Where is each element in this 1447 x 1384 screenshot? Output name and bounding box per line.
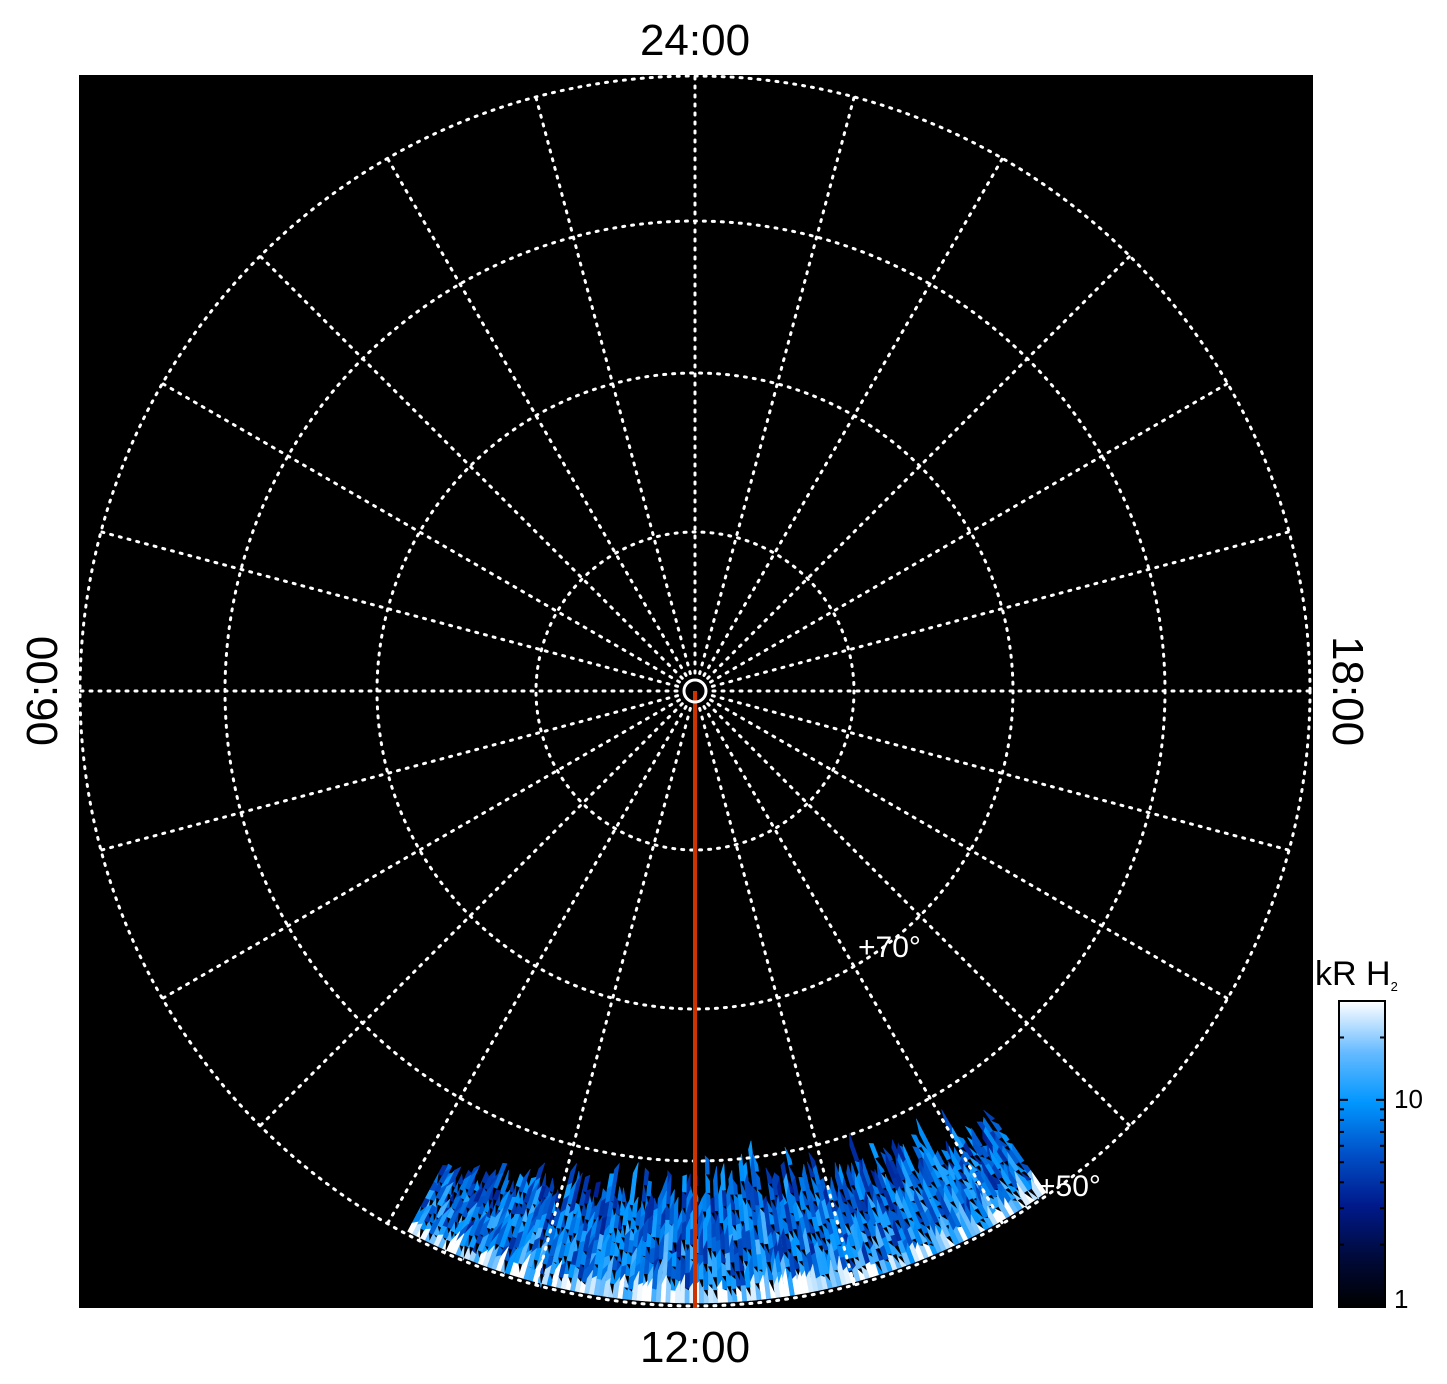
colorbar-tick-label-10: 10	[1394, 1084, 1423, 1114]
meridian-line	[710, 694, 1291, 852]
meridian-line	[386, 705, 688, 1226]
meridian-line	[534, 95, 692, 676]
meridian-line	[99, 694, 680, 852]
meridian-line	[258, 254, 684, 680]
emission-cell	[669, 1290, 676, 1303]
meridian-line	[698, 706, 856, 1287]
polar-grid	[79, 75, 1312, 1308]
latitude-circle-80	[534, 530, 856, 852]
lat-label-50: +50°	[1038, 1170, 1101, 1203]
emission-cell	[684, 1272, 690, 1289]
colorbar-gradient	[1338, 1000, 1386, 1308]
emission-cell	[680, 1221, 687, 1240]
lt-label-left: 06:00	[18, 636, 67, 746]
meridian-line	[534, 706, 692, 1287]
meridian-line	[160, 382, 681, 684]
meridian-line	[386, 156, 688, 677]
meridian-line	[698, 95, 856, 676]
colorbar: kR H2 1 10	[1315, 955, 1423, 1314]
colorbar-tick-label-1: 1	[1394, 1284, 1408, 1314]
meridian-line	[709, 698, 1230, 1000]
emission-cell	[709, 1196, 715, 1213]
meridian-line	[710, 530, 1291, 688]
meridian-line	[706, 254, 1132, 680]
emission-cell	[710, 1222, 716, 1239]
lt-label-bottom: 12:00	[640, 1323, 750, 1372]
emission-cell	[648, 1247, 655, 1264]
lat-label-70: +70°	[858, 931, 921, 964]
emission-cell	[684, 1287, 690, 1304]
meridian-line	[258, 702, 684, 1128]
emission-cell	[407, 1221, 419, 1235]
meridian-line	[99, 530, 680, 688]
emission-cell	[671, 1251, 677, 1267]
colorbar-label: kR H2	[1315, 955, 1398, 994]
meridian-line	[160, 698, 681, 1000]
pole-marker	[682, 678, 708, 704]
meridian-line	[709, 382, 1230, 684]
meridian-line	[702, 156, 1004, 677]
emission-cell	[710, 1236, 717, 1252]
meridian-line	[706, 702, 1132, 1128]
emission-cell	[682, 1174, 687, 1193]
lt-label-top: 24:00	[640, 16, 750, 65]
meridian-line	[702, 705, 1004, 1226]
lt-label-right: 18:00	[1323, 636, 1372, 746]
